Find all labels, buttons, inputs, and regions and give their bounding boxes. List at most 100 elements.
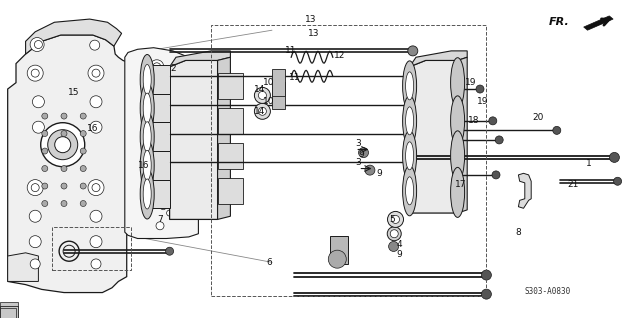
Text: 14: 14 — [253, 85, 265, 93]
Circle shape — [80, 201, 86, 206]
Circle shape — [156, 222, 164, 230]
Text: 17: 17 — [455, 180, 467, 189]
Ellipse shape — [143, 122, 151, 152]
Text: 21: 21 — [567, 180, 579, 189]
Circle shape — [42, 166, 48, 171]
Bar — [272, 82, 285, 109]
Circle shape — [35, 40, 42, 49]
Bar — [0, 302, 18, 317]
Text: FR.: FR. — [549, 17, 570, 27]
Polygon shape — [8, 35, 131, 293]
Circle shape — [33, 96, 44, 108]
Text: 16: 16 — [138, 161, 150, 170]
Polygon shape — [125, 48, 198, 238]
Circle shape — [392, 215, 399, 224]
Circle shape — [388, 211, 404, 227]
Circle shape — [42, 183, 48, 189]
Polygon shape — [147, 65, 170, 94]
Ellipse shape — [143, 93, 151, 123]
Circle shape — [55, 137, 70, 153]
Ellipse shape — [143, 150, 151, 180]
Ellipse shape — [403, 131, 417, 181]
Circle shape — [387, 227, 401, 241]
Bar — [330, 236, 348, 264]
Polygon shape — [147, 151, 170, 180]
Circle shape — [61, 131, 67, 136]
Circle shape — [90, 236, 102, 248]
Polygon shape — [218, 108, 243, 134]
Text: 3: 3 — [355, 139, 361, 148]
Polygon shape — [218, 143, 243, 169]
Circle shape — [61, 201, 67, 206]
Circle shape — [92, 69, 100, 77]
Circle shape — [481, 289, 492, 299]
Circle shape — [495, 136, 503, 144]
Text: 13: 13 — [305, 15, 316, 24]
Circle shape — [31, 183, 39, 192]
Polygon shape — [170, 51, 230, 67]
Circle shape — [90, 96, 102, 108]
Circle shape — [388, 241, 399, 252]
Circle shape — [31, 69, 39, 77]
Circle shape — [365, 165, 375, 175]
Circle shape — [153, 63, 161, 71]
Ellipse shape — [451, 58, 465, 108]
Ellipse shape — [140, 112, 154, 162]
Circle shape — [358, 148, 369, 158]
Circle shape — [80, 131, 86, 136]
Circle shape — [609, 152, 620, 162]
Text: 5: 5 — [389, 215, 395, 224]
Text: 19: 19 — [477, 97, 489, 106]
Ellipse shape — [406, 72, 413, 100]
Circle shape — [48, 130, 77, 160]
Circle shape — [259, 91, 266, 100]
Ellipse shape — [140, 54, 154, 105]
Text: 18: 18 — [468, 116, 479, 125]
Polygon shape — [147, 180, 170, 208]
Circle shape — [28, 180, 44, 196]
Circle shape — [61, 166, 67, 171]
Circle shape — [166, 210, 173, 216]
Circle shape — [80, 148, 86, 154]
Ellipse shape — [406, 177, 413, 205]
Text: 4: 4 — [397, 240, 403, 249]
Ellipse shape — [143, 179, 151, 209]
Circle shape — [152, 122, 162, 132]
Ellipse shape — [140, 140, 154, 190]
Text: 1: 1 — [586, 159, 591, 168]
Polygon shape — [218, 73, 243, 99]
Bar — [211, 25, 486, 296]
Circle shape — [328, 250, 346, 268]
Polygon shape — [147, 122, 170, 151]
Circle shape — [408, 46, 418, 56]
Circle shape — [160, 137, 166, 143]
Text: 11: 11 — [285, 46, 297, 55]
Circle shape — [42, 201, 48, 206]
Text: 8: 8 — [516, 228, 521, 237]
Circle shape — [90, 40, 100, 50]
Bar — [0, 308, 16, 318]
Polygon shape — [8, 253, 38, 281]
Polygon shape — [410, 60, 458, 213]
Text: 6: 6 — [266, 258, 271, 267]
Ellipse shape — [140, 169, 154, 219]
Circle shape — [29, 236, 41, 248]
Ellipse shape — [406, 107, 413, 135]
Polygon shape — [147, 94, 170, 122]
Text: 10: 10 — [263, 78, 275, 87]
Circle shape — [160, 204, 166, 210]
Circle shape — [160, 166, 166, 171]
Circle shape — [88, 65, 104, 81]
Text: 7: 7 — [157, 215, 163, 224]
Circle shape — [61, 183, 67, 189]
Bar — [0, 306, 18, 318]
Ellipse shape — [403, 166, 417, 216]
Text: 2: 2 — [170, 64, 175, 73]
Circle shape — [153, 180, 161, 189]
Circle shape — [159, 91, 167, 100]
Circle shape — [29, 210, 41, 222]
Bar — [0, 306, 18, 317]
Text: 3: 3 — [355, 158, 361, 167]
Ellipse shape — [403, 61, 417, 111]
Circle shape — [80, 113, 86, 119]
